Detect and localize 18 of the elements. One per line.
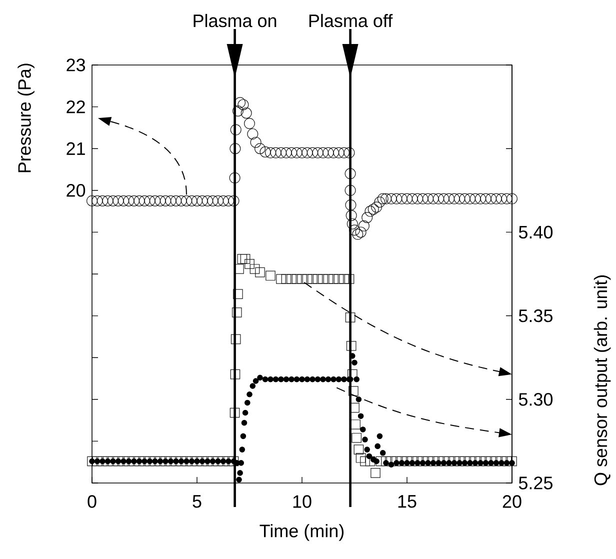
y-tick-label: 23 <box>66 58 86 72</box>
y2-tick-label: 5.25 <box>518 476 552 490</box>
y2-tick-label: 5.40 <box>518 226 553 239</box>
y-tick-label: 20 <box>66 184 86 197</box>
y-tick-label: 21 <box>66 142 85 155</box>
x-tick-label: 15 <box>398 495 416 508</box>
y2-axis-title: Q sensor output (arb. unit) <box>594 275 611 486</box>
y-axis-title: Pressure (Pa) <box>18 64 34 172</box>
y2-tick-label: 5.35 <box>518 309 552 322</box>
x-tick-label: 20 <box>502 495 522 508</box>
ref-line-label: Plasma on <box>194 14 276 28</box>
x-tick-label: 5 <box>192 495 202 508</box>
y-tick-label: 22 <box>66 100 85 114</box>
y2-tick-label: 5.30 <box>518 393 553 406</box>
x-axis-title: Time (min) <box>260 524 344 541</box>
ref-line-label: Plasma off <box>309 14 393 28</box>
x-tick-label: 10 <box>293 495 312 508</box>
x-tick-label: 0 <box>88 495 96 508</box>
